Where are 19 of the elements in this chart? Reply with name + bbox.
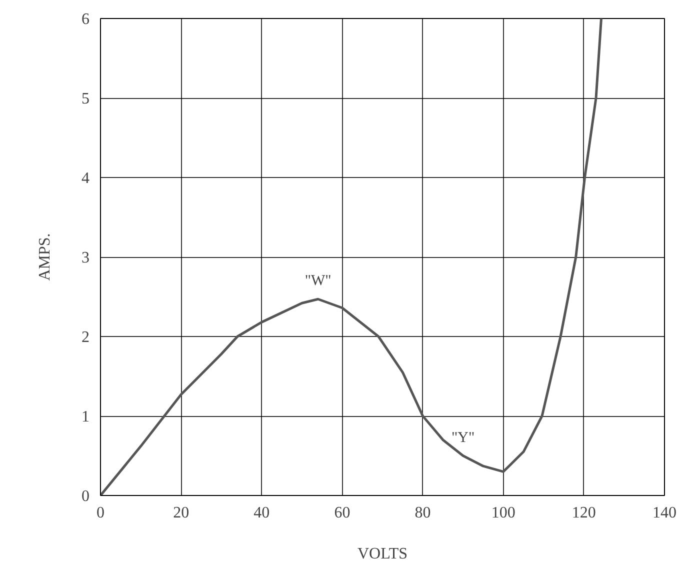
x-tick-label: 60 [334, 504, 350, 522]
x-tick-label: 0 [96, 504, 104, 522]
y-tick-label: 0 [82, 488, 90, 505]
y-tick-label: 5 [82, 90, 90, 108]
y-tick-label: 3 [82, 250, 90, 266]
y-axis-title: AMPS. [36, 233, 54, 281]
y-tick-label: 4 [82, 170, 90, 187]
x-tick-label: 80 [414, 504, 431, 522]
x-tick-label: 120 [572, 504, 596, 522]
x-tick-label: 40 [254, 504, 270, 522]
annotation: "Y" [452, 430, 475, 446]
x-tick-label: 20 [173, 504, 190, 522]
annotation: "W" [304, 273, 332, 290]
x-tick-label: 100 [491, 504, 516, 522]
y-tick-label: 2 [82, 329, 90, 346]
y-tick-label: 1 [82, 408, 90, 426]
x-axis-title: VOLTS [357, 546, 408, 562]
x-tick-label: 140 [652, 504, 676, 522]
y-tick-label: 6 [82, 11, 90, 28]
